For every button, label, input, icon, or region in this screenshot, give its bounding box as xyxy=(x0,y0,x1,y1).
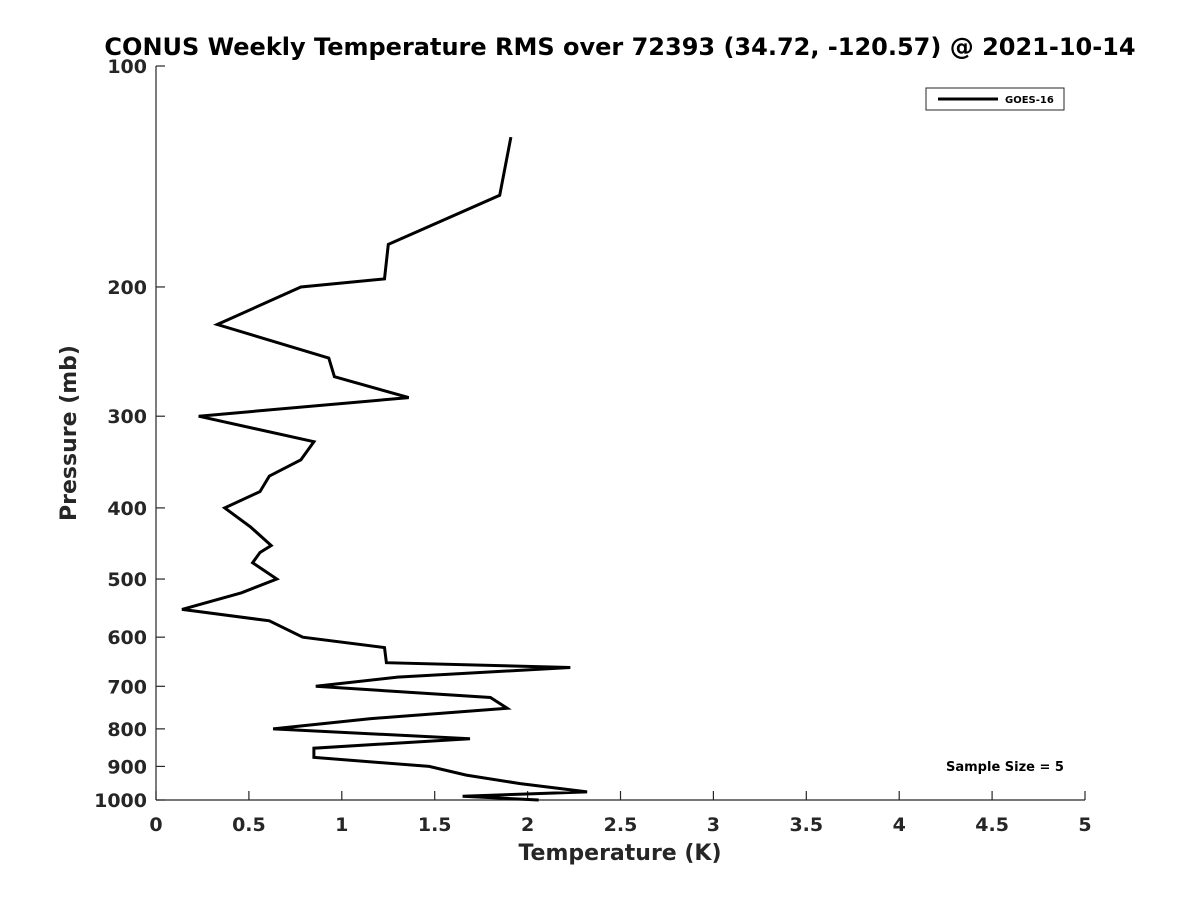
y-tick-label: 800 xyxy=(107,719,147,741)
x-tick-label: 4 xyxy=(893,814,906,836)
x-axis-label: Temperature (K) xyxy=(518,841,721,866)
x-tick-label: 2.5 xyxy=(604,814,638,836)
x-tick-label: 3 xyxy=(707,814,720,836)
x-tick-label: 4.5 xyxy=(975,814,1009,836)
y-ticks: 100 200 300 400 500 600 700 800 900 1000 xyxy=(94,56,165,812)
legend-label: GOES-16 xyxy=(1005,95,1054,106)
legend: GOES-16 xyxy=(925,87,1065,111)
y-tick-label: 1000 xyxy=(94,790,147,812)
y-tick-label: 400 xyxy=(107,498,147,520)
y-tick-label: 900 xyxy=(107,756,147,778)
y-tick-label: 100 xyxy=(107,56,147,78)
x-ticks: 0 0.5 1 1.5 2 2.5 3 3.5 4 4.5 5 xyxy=(149,791,1092,836)
x-tick-label: 0 xyxy=(149,814,162,836)
x-tick-label: 3.5 xyxy=(789,814,823,836)
chart-title: CONUS Weekly Temperature RMS over 72393 … xyxy=(104,33,1135,61)
y-tick-label: 700 xyxy=(107,676,147,698)
y-tick-label: 300 xyxy=(107,406,147,428)
x-tick-label: 1 xyxy=(335,814,348,836)
x-tick-label: 1.5 xyxy=(418,814,452,836)
y-tick-label: 500 xyxy=(107,569,147,591)
series-line-goes-16 xyxy=(181,136,588,802)
sample-size-annotation: Sample Size = 5 xyxy=(946,760,1064,775)
series-lines xyxy=(181,136,588,802)
y-tick-label: 600 xyxy=(107,627,147,649)
x-tick-label: 5 xyxy=(1078,814,1091,836)
x-tick-label: 2 xyxy=(521,814,534,836)
y-tick-label: 200 xyxy=(107,277,147,299)
y-axis-label: Pressure (mb) xyxy=(57,345,82,521)
x-tick-label: 0.5 xyxy=(232,814,266,836)
